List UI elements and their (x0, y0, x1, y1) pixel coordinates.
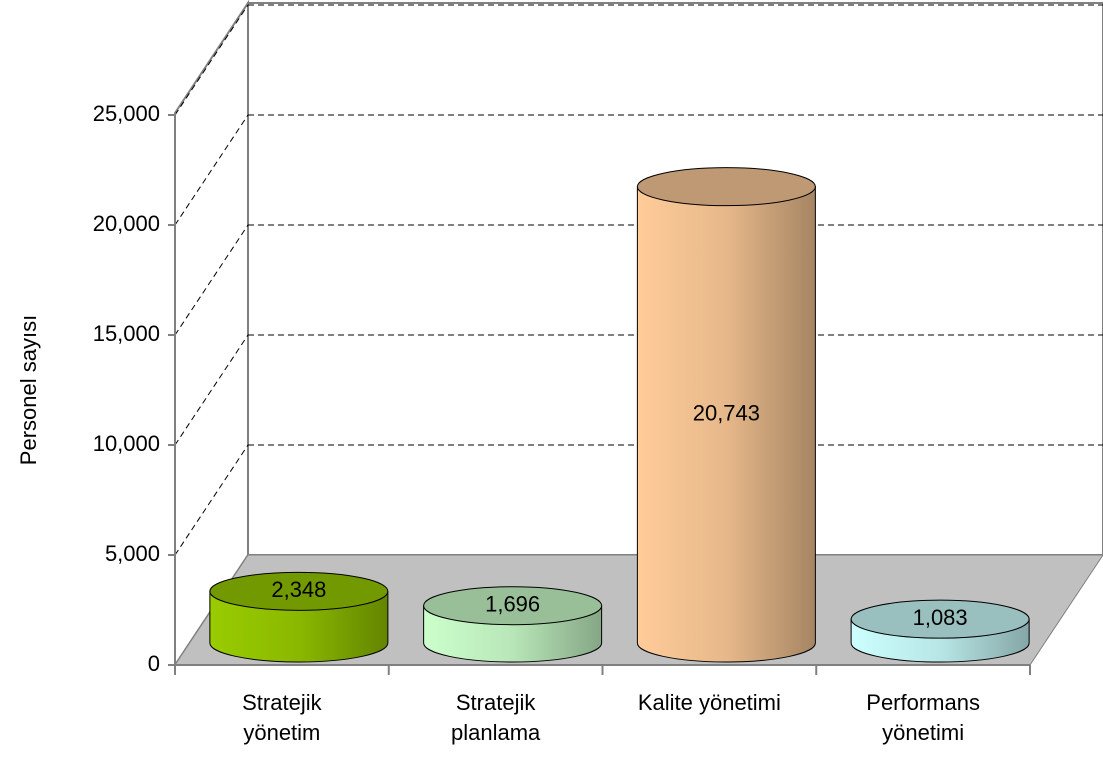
y-tick-label: 10,000 (93, 431, 160, 456)
cylinder-body (636, 186, 816, 663)
cylinder-body (209, 590, 389, 663)
grid-line (174, 4, 249, 116)
value-label: 1,696 (485, 592, 540, 617)
y-tick-label: 15,000 (93, 321, 160, 346)
side-wall (174, 0, 249, 669)
grid-line (174, 224, 249, 336)
x-tick-label: Performans yönetimi (866, 690, 980, 745)
y-tick-label: 0 (148, 651, 160, 676)
y-tick-label: 20,000 (93, 211, 160, 236)
grid-line (174, 114, 249, 226)
value-label: 2,348 (271, 577, 326, 602)
cylinder-top (209, 571, 389, 611)
cylinder-top (636, 167, 816, 207)
cylinder-top (850, 599, 1030, 639)
cylinder-top (423, 586, 603, 626)
grid-line (174, 334, 249, 446)
x-tick-label: Stratejik yönetim (242, 690, 322, 745)
x-tick-label: Kalite yönetimi (637, 690, 781, 715)
value-label: 1,083 (913, 605, 968, 630)
y-tick-label: 25,000 (93, 101, 160, 126)
x-tick-label: Stratejik planlama (450, 690, 541, 745)
y-axis-title: Personel sayısı (16, 315, 41, 465)
y-tick-label: 5,000 (105, 541, 160, 566)
value-label: 20,743 (693, 401, 760, 426)
grid-line (174, 444, 249, 556)
